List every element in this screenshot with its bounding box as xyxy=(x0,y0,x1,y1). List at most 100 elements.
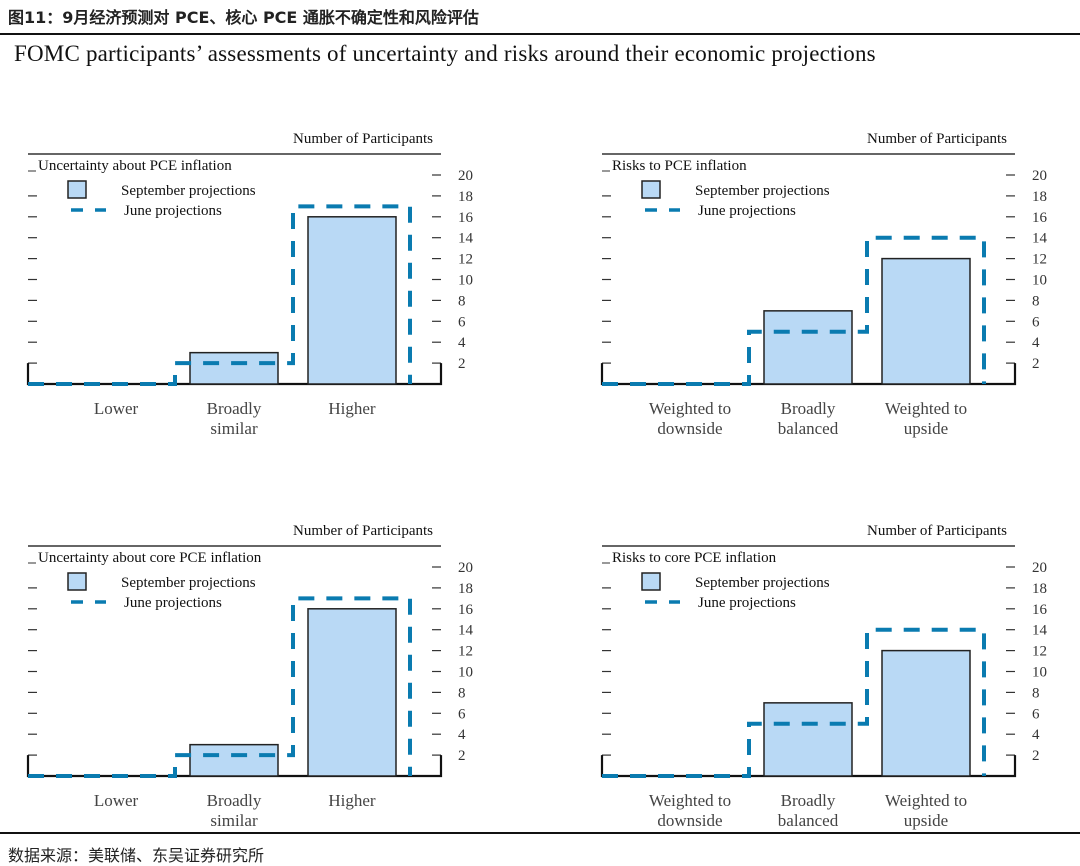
legend-september-swatch xyxy=(67,180,87,199)
x-tick-label: similar xyxy=(210,811,258,830)
y-tick-label: 2 xyxy=(458,748,466,764)
legend-september-label: September projections xyxy=(121,183,256,199)
y-tick-label: 12 xyxy=(1032,644,1047,660)
september-bar xyxy=(307,216,397,385)
y-tick-label: 12 xyxy=(1032,252,1047,268)
y-tick-label: 6 xyxy=(458,706,466,722)
x-tick-label: Higher xyxy=(328,399,376,418)
x-tick-label: downside xyxy=(657,811,722,830)
source-note: 数据来源：美联储、东吴证券研究所 xyxy=(8,846,265,865)
x-tick-label: Broadly xyxy=(207,791,262,810)
legend-june-label: June projections xyxy=(124,203,222,219)
y-tick-label: 2 xyxy=(458,356,466,372)
y-tick-label: 10 xyxy=(1032,665,1047,681)
x-tick-label: Weighted to xyxy=(885,399,967,418)
y-tick-label: 20 xyxy=(1032,168,1047,184)
y-tick-label: 10 xyxy=(1032,273,1047,289)
x-tick-label: Broadly xyxy=(207,399,262,418)
x-tick-label: upside xyxy=(904,811,948,830)
top-rule xyxy=(0,33,1080,35)
x-tick-label: Broadly xyxy=(781,399,836,418)
y-tick-label: 18 xyxy=(458,189,473,205)
y-tick-label: 18 xyxy=(458,581,473,597)
x-tick-label: balanced xyxy=(778,419,839,438)
y-tick-label: 16 xyxy=(458,602,474,618)
legend-september-label: September projections xyxy=(121,575,256,591)
x-tick-label: Higher xyxy=(328,791,376,810)
panel-title: Risks to core PCE inflation xyxy=(612,550,777,566)
september-bar xyxy=(763,310,853,385)
figure-title-cn: 图11：9月经济预测对 PCE、核心 PCE 通胀不确定性和风险评估 xyxy=(8,8,479,27)
panel-title: Uncertainty about core PCE inflation xyxy=(38,550,262,566)
y-tick-label: 6 xyxy=(458,314,466,330)
june-outline xyxy=(602,235,986,386)
legend-june-label: June projections xyxy=(698,203,796,219)
y-tick-label: 2 xyxy=(1032,356,1040,372)
y-tick-label: 20 xyxy=(458,560,473,576)
y-tick-label: 6 xyxy=(1032,706,1040,722)
x-tick-label: Weighted to xyxy=(885,791,967,810)
september-bar xyxy=(189,743,279,777)
june-outline xyxy=(28,204,412,386)
y-tick-label: 14 xyxy=(458,231,474,247)
panel-title: Risks to PCE inflation xyxy=(612,158,747,174)
september-bar xyxy=(307,608,397,777)
y-tick-label: 8 xyxy=(458,685,466,701)
y-tick-label: 16 xyxy=(1032,210,1048,226)
y-tick-label: 20 xyxy=(1032,560,1047,576)
june-outline xyxy=(602,627,986,778)
y-tick-label: 4 xyxy=(1032,335,1040,351)
y-tick-label: 8 xyxy=(1032,685,1040,701)
legend-september-label: September projections xyxy=(695,183,830,199)
bottom-rule xyxy=(0,832,1080,834)
chart-panel-4: Number of Participants Risks to core PCE … xyxy=(600,523,1048,830)
y-tick-label: 14 xyxy=(458,623,474,639)
y-axis-label: Number of Participants xyxy=(867,523,1007,539)
june-outline xyxy=(28,596,412,778)
y-tick-label: 4 xyxy=(458,727,466,743)
legend-september-swatch xyxy=(67,572,87,591)
y-tick-label: 16 xyxy=(458,210,474,226)
legend-june-label: June projections xyxy=(124,595,222,611)
y-tick-label: 12 xyxy=(458,252,473,268)
y-axis-label: Number of Participants xyxy=(293,131,433,147)
panel-title: Uncertainty about PCE inflation xyxy=(38,158,232,174)
x-tick-label: upside xyxy=(904,419,948,438)
legend-september-label: September projections xyxy=(695,575,830,591)
chart-panel-1: Number of Participants Uncertainty about … xyxy=(26,131,474,438)
y-tick-label: 4 xyxy=(458,335,466,351)
figure-title-en: FOMC participants’ assessments of uncert… xyxy=(14,41,876,66)
x-tick-label: Broadly xyxy=(781,791,836,810)
x-tick-label: Weighted to xyxy=(649,791,731,810)
september-bar xyxy=(881,649,971,777)
september-bar xyxy=(189,351,279,385)
x-tick-label: Lower xyxy=(94,399,139,418)
y-tick-label: 6 xyxy=(1032,314,1040,330)
y-tick-label: 8 xyxy=(1032,293,1040,309)
legend-june-label: June projections xyxy=(698,595,796,611)
legend-september-swatch xyxy=(641,180,661,199)
y-tick-label: 18 xyxy=(1032,189,1047,205)
x-tick-label: similar xyxy=(210,419,258,438)
chart-panel-3: Number of Participants Uncertainty about … xyxy=(26,523,474,830)
y-tick-label: 14 xyxy=(1032,623,1048,639)
x-tick-label: Lower xyxy=(94,791,139,810)
chart-panel-2: Number of Participants Risks to PCE infla… xyxy=(600,131,1048,438)
legend-september-swatch xyxy=(641,572,661,591)
y-tick-label: 18 xyxy=(1032,581,1047,597)
x-tick-label: downside xyxy=(657,419,722,438)
x-tick-label: balanced xyxy=(778,811,839,830)
y-tick-label: 20 xyxy=(458,168,473,184)
y-axis-label: Number of Participants xyxy=(867,131,1007,147)
x-tick-label: Weighted to xyxy=(649,399,731,418)
y-tick-label: 8 xyxy=(458,293,466,309)
september-bar xyxy=(763,702,853,777)
y-tick-label: 4 xyxy=(1032,727,1040,743)
y-tick-label: 10 xyxy=(458,665,473,681)
september-bar xyxy=(881,257,971,385)
y-tick-label: 12 xyxy=(458,644,473,660)
y-tick-label: 2 xyxy=(1032,748,1040,764)
y-axis-label: Number of Participants xyxy=(293,523,433,539)
y-tick-label: 10 xyxy=(458,273,473,289)
